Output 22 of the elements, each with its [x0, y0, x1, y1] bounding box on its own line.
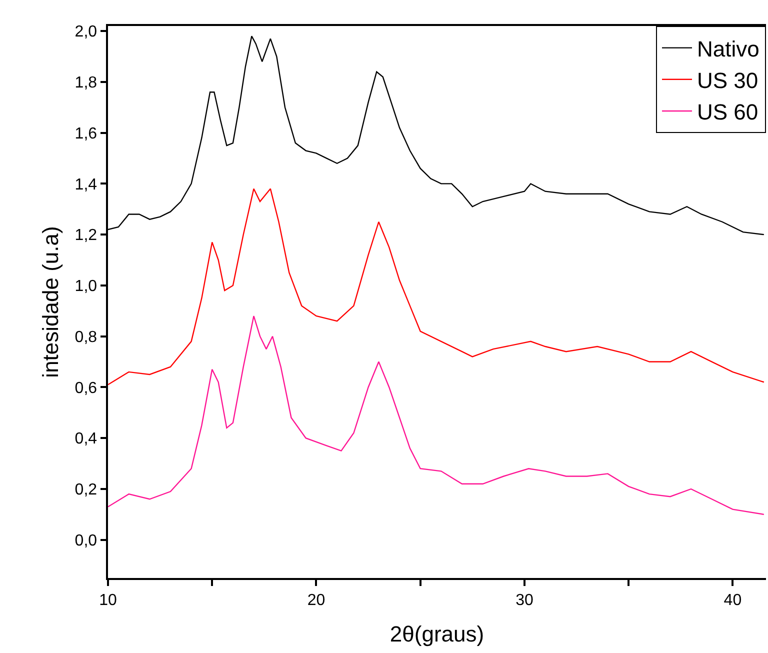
y-tick-label: 1,4	[74, 176, 98, 194]
x-tick-label: 40	[724, 592, 742, 609]
legend-label: Nativo	[697, 36, 760, 62]
x-tick-label: 10	[99, 592, 117, 609]
x-tick-label: 30	[516, 592, 534, 609]
y-tick-label: 0,8	[74, 328, 98, 346]
y-tick-label: 1,6	[74, 125, 98, 142]
y-tick-label: 0,2	[74, 482, 98, 499]
y-axis-title: intesidade (u.a)	[38, 226, 64, 378]
line-series	[108, 188, 765, 386]
y-tick-label: 0,4	[74, 430, 98, 448]
line-series	[108, 315, 765, 516]
y-tick-label: 1,8	[74, 74, 98, 92]
x-tick-label: 20	[307, 592, 326, 609]
y-tick-label: 0,0	[74, 532, 98, 550]
y-tick-label: 2,0	[74, 24, 98, 41]
y-tick-label: 0,6	[74, 380, 98, 397]
y-tick-label: 1,0	[74, 278, 98, 296]
x-axis-title: 2θ(graus)	[390, 621, 484, 646]
legend-label: US 60	[697, 100, 758, 125]
y-tick-label: 1,2	[74, 227, 98, 244]
legend-label: US 30	[697, 68, 758, 93]
